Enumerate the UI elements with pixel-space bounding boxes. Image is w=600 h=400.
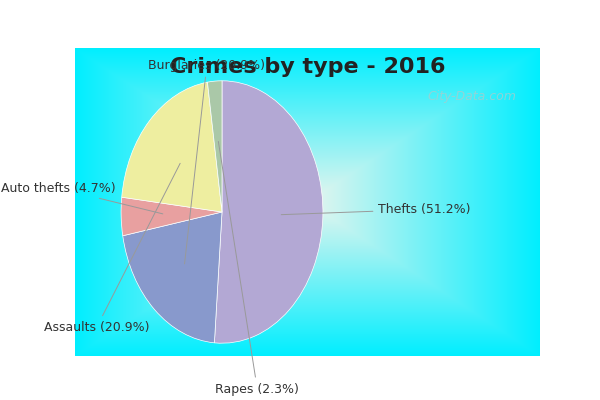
Text: Burglaries (20.9%): Burglaries (20.9%)	[148, 58, 265, 264]
Wedge shape	[123, 212, 222, 343]
Text: Auto thefts (4.7%): Auto thefts (4.7%)	[1, 182, 163, 214]
Text: Thefts (51.2%): Thefts (51.2%)	[281, 203, 471, 216]
Text: Crimes by type - 2016: Crimes by type - 2016	[170, 57, 445, 77]
Text: City-Data.com: City-Data.com	[428, 90, 517, 103]
Text: Rapes (2.3%): Rapes (2.3%)	[215, 142, 299, 396]
Wedge shape	[208, 81, 222, 212]
Text: Assaults (20.9%): Assaults (20.9%)	[44, 163, 180, 334]
Wedge shape	[214, 81, 323, 343]
Wedge shape	[122, 82, 222, 212]
Wedge shape	[121, 197, 222, 236]
